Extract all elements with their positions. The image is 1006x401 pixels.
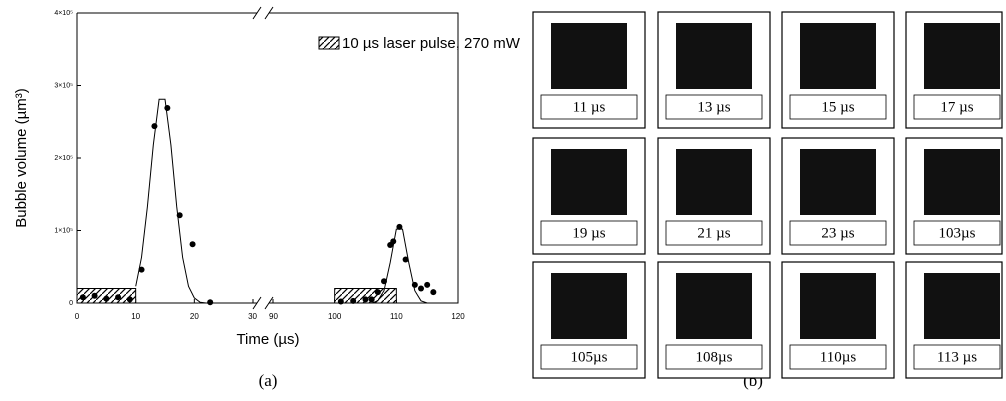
frame-image	[676, 273, 752, 339]
frame-label: 113 µs	[937, 349, 977, 365]
data-point	[369, 296, 375, 302]
data-point	[164, 105, 170, 111]
frame-label: 23 µs	[821, 225, 854, 241]
frame-grid: 11 µs 13 µs 15 µs 17 µs 19 µs 21 µs 23 µs 103µs…	[533, 12, 1002, 378]
y-tick-label: 2×10⁵	[54, 155, 73, 162]
data-point	[381, 278, 387, 284]
frame-label: 110µs	[820, 349, 857, 365]
data-point	[190, 241, 196, 247]
frame-label: 105µs	[571, 349, 608, 365]
data-point	[151, 123, 157, 129]
frame-image	[551, 273, 627, 339]
frame-image	[924, 23, 1000, 89]
data-point	[403, 257, 409, 263]
x-tick-label: 110	[390, 312, 403, 321]
data-point	[396, 224, 402, 230]
frame-label: 17 µs	[940, 99, 973, 115]
data-point	[418, 286, 424, 292]
legend-label: 10 µs laser pulse, 270 mW	[342, 35, 521, 52]
frame-image	[800, 273, 876, 339]
frame-label: 21 µs	[697, 225, 730, 241]
x-tick-label: 100	[328, 312, 342, 321]
frame-label: 11 µs	[573, 99, 606, 115]
y-axis-title: Bubble volume (µm³)	[13, 88, 30, 228]
x-tick-label: 0	[75, 312, 80, 321]
axis-line	[77, 13, 458, 303]
data-point	[350, 298, 356, 304]
y-tick-label: 3×10⁵	[54, 82, 73, 89]
data-point	[139, 267, 145, 273]
data-point	[424, 282, 430, 288]
frame-label: 108µs	[696, 349, 733, 365]
data-point	[80, 294, 86, 300]
data-point	[127, 296, 133, 302]
frame-image	[800, 149, 876, 215]
x-tick-label: 90	[269, 312, 278, 321]
caption: (a)	[259, 371, 278, 390]
frame-label: 15 µs	[821, 99, 854, 115]
y-tick-label: 1×10⁵	[54, 227, 73, 234]
data-point	[177, 212, 183, 218]
frame-image	[676, 149, 752, 215]
frame-image	[924, 149, 1000, 215]
data-point	[207, 299, 213, 305]
data-point	[363, 296, 369, 302]
legend-swatch	[319, 37, 339, 49]
data-point	[92, 293, 98, 299]
frame-image	[676, 23, 752, 89]
data-point	[412, 282, 418, 288]
frame-image	[924, 273, 1000, 339]
x-tick-label: 30	[248, 312, 257, 321]
y-tick-label: 0	[69, 300, 73, 307]
frame-image	[800, 23, 876, 89]
frame-image	[551, 23, 627, 89]
data-point	[430, 289, 436, 295]
x-axis-title: Time (µs)	[236, 331, 299, 348]
data-point	[103, 296, 109, 302]
y-tick-label: 4×10⁵	[54, 10, 73, 17]
data-point	[375, 289, 381, 295]
data-point	[390, 238, 396, 244]
frame-label: 103µs	[939, 225, 976, 241]
x-tick-label: 10	[131, 312, 140, 321]
x-tick-label: 20	[190, 312, 199, 321]
frame-image	[551, 149, 627, 215]
data-point	[338, 299, 344, 305]
frame-label: 19 µs	[572, 225, 605, 241]
frame-label: 13 µs	[697, 99, 730, 115]
figure: Bubble volume (µm³) Time (µs) (a) (b) 10…	[0, 0, 1006, 401]
fit-curve	[136, 99, 206, 303]
data-point	[115, 294, 121, 300]
x-tick-label: 120	[451, 312, 465, 321]
